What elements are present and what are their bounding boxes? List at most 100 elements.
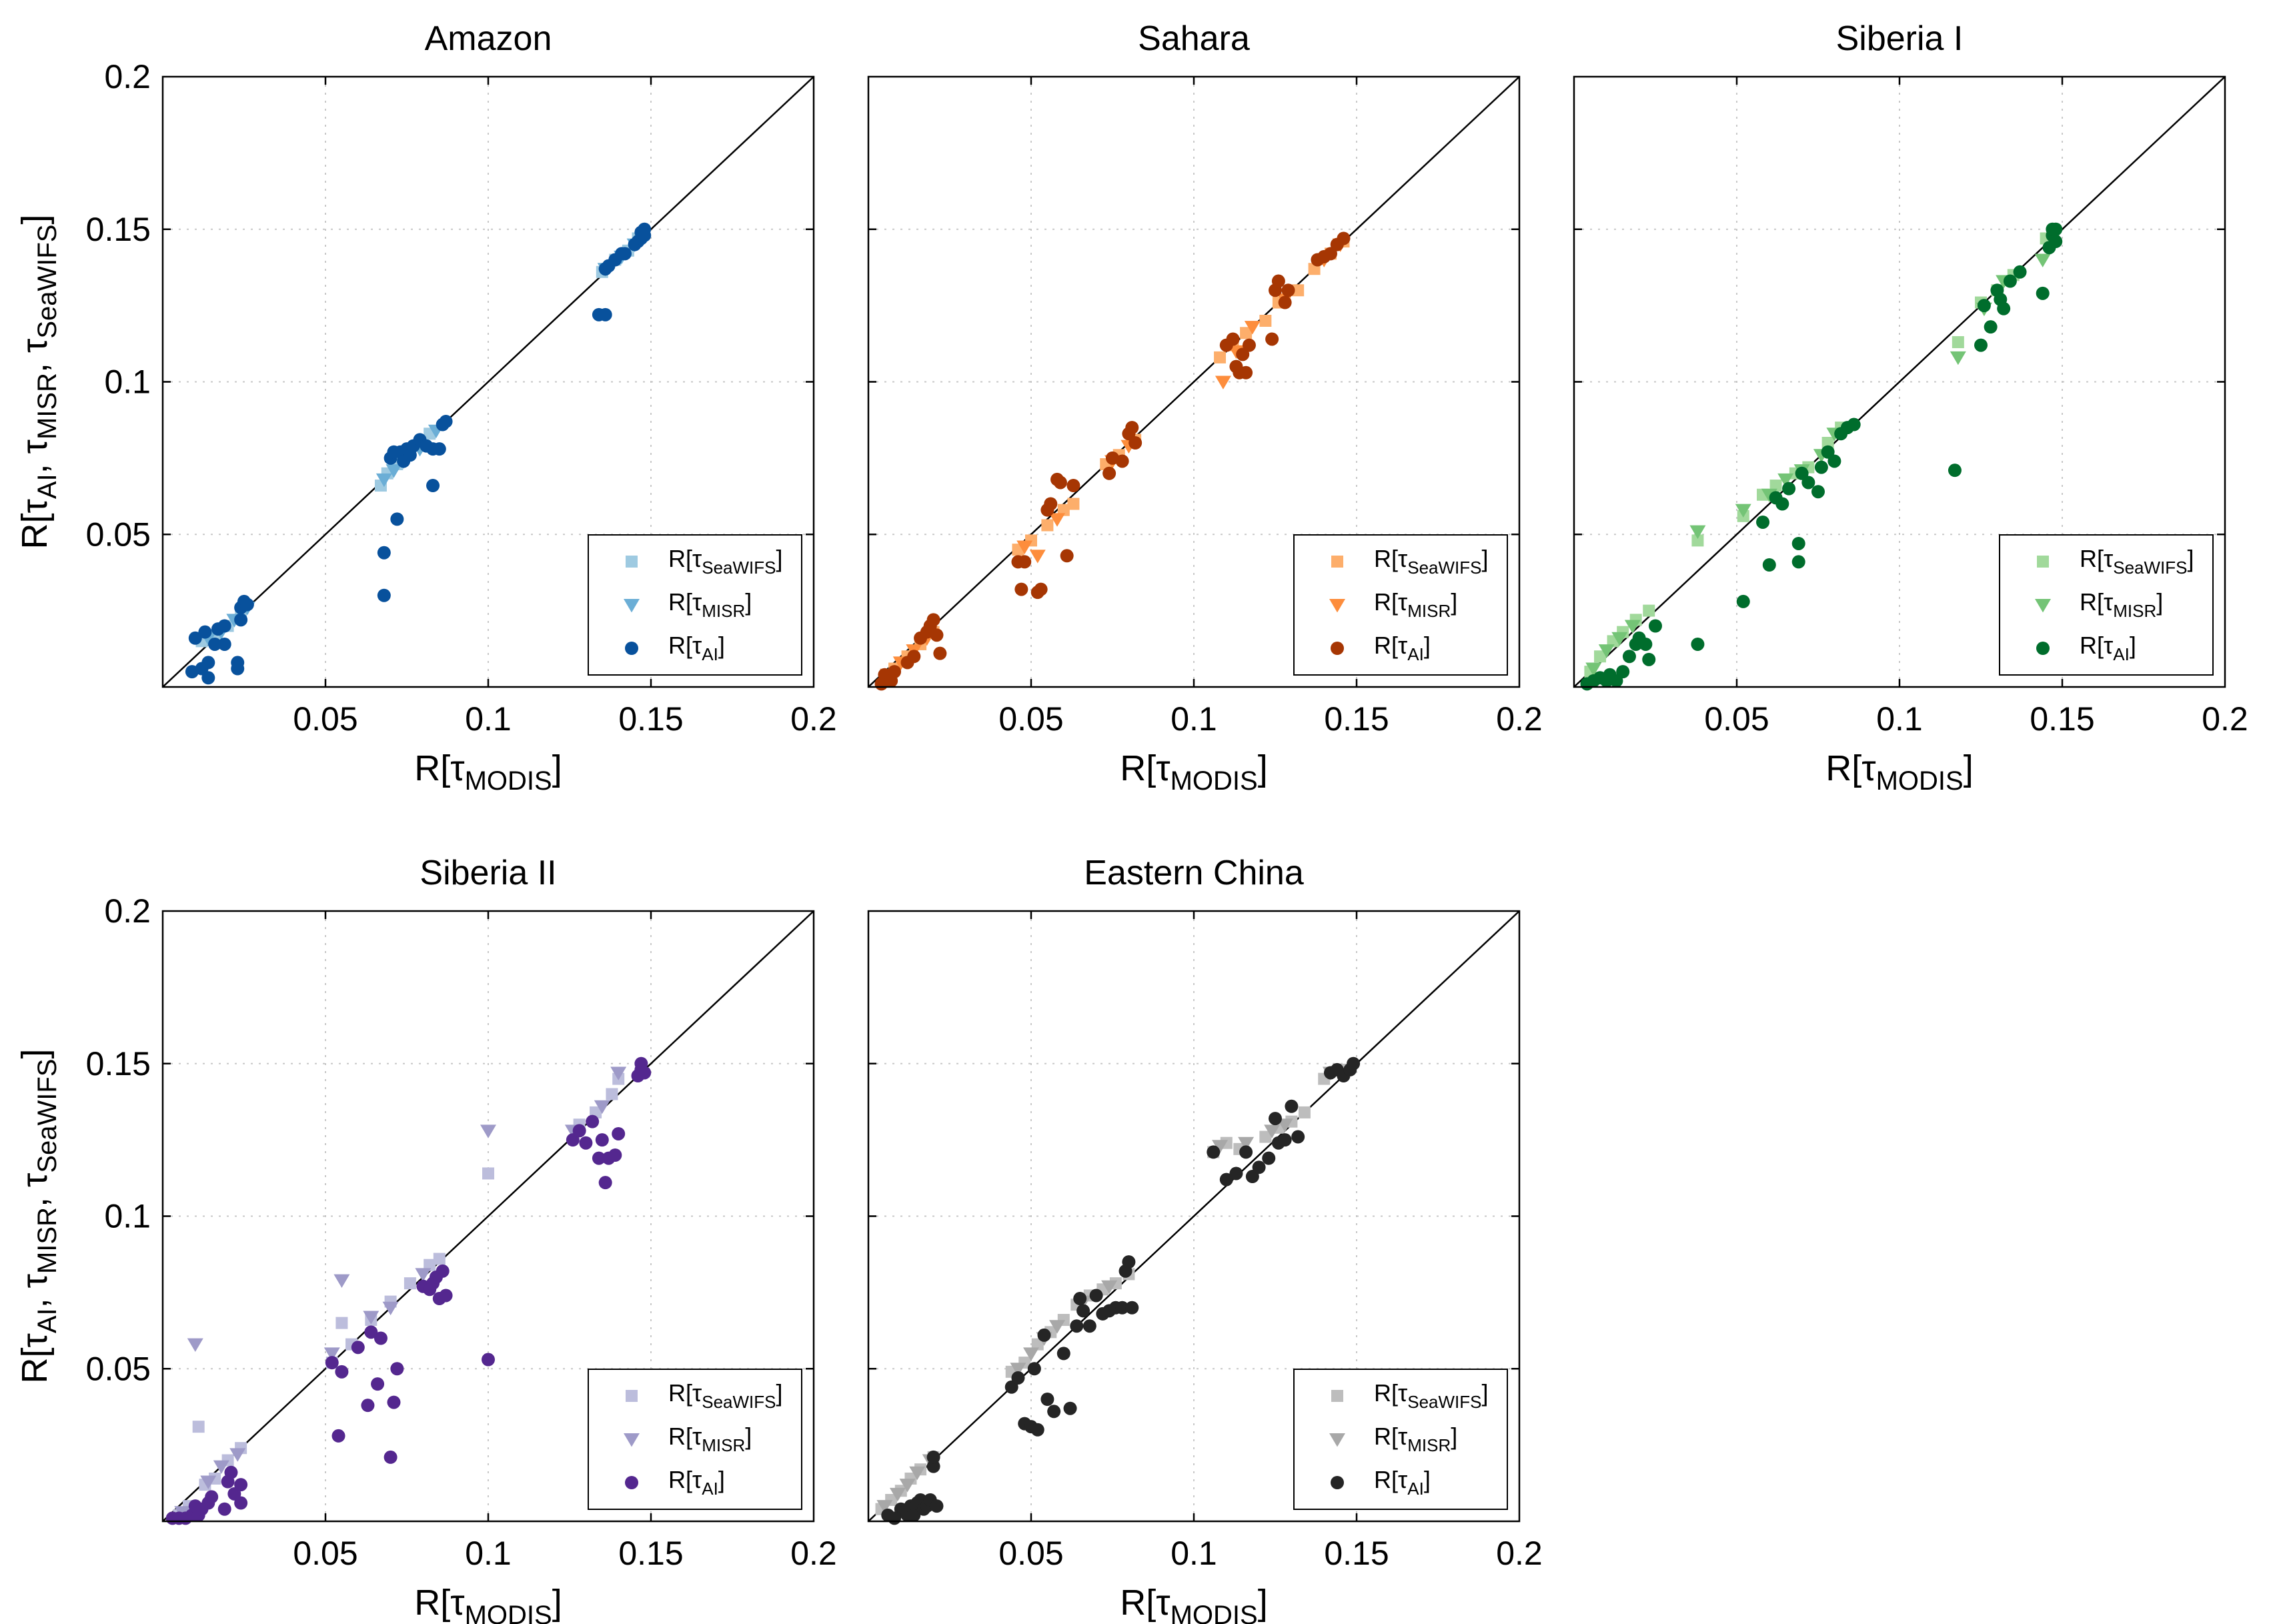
x-tick-label: 0.2 xyxy=(790,700,837,738)
data-point xyxy=(926,1450,940,1464)
data-point xyxy=(1691,637,1705,651)
data-point xyxy=(1265,332,1279,346)
data-point xyxy=(1264,1124,1281,1138)
data-point xyxy=(1762,558,1776,572)
x-tick-label: 0.1 xyxy=(1171,1535,1217,1572)
data-point xyxy=(1049,513,1066,527)
data-point xyxy=(1950,351,1966,365)
data-point xyxy=(907,1508,921,1522)
x-tick-label: 0.15 xyxy=(1324,700,1389,738)
data-point xyxy=(386,464,402,478)
legend-entry: R[τAI] xyxy=(2080,632,2136,664)
data-point xyxy=(1229,1166,1243,1180)
legend-marker xyxy=(1329,599,1345,613)
y-tick-label: 0.15 xyxy=(86,211,151,248)
data-point xyxy=(1271,274,1285,288)
data-point xyxy=(361,1399,375,1413)
data-point xyxy=(638,1066,652,1080)
series-circle xyxy=(874,231,1351,691)
legend-entry: R[τAI] xyxy=(1374,1466,1431,1499)
data-point xyxy=(1259,1130,1272,1143)
data-point xyxy=(1128,436,1143,450)
data-point xyxy=(1089,1289,1103,1303)
legend-marker xyxy=(1331,1390,1343,1402)
data-point xyxy=(363,1311,380,1325)
data-point xyxy=(572,1124,586,1138)
data-point xyxy=(331,1429,345,1443)
data-point xyxy=(187,1338,203,1353)
one-to-one-line xyxy=(162,76,814,688)
data-point xyxy=(586,1114,600,1128)
data-point xyxy=(618,247,632,261)
data-point xyxy=(598,307,612,321)
legend-box xyxy=(588,534,802,676)
data-point xyxy=(909,1466,926,1481)
data-point xyxy=(1598,644,1615,658)
data-point xyxy=(377,546,391,560)
data-point xyxy=(201,656,215,670)
data-point xyxy=(1782,482,1796,496)
x-axis-label: R[τMODIS] xyxy=(1120,748,1267,796)
data-point xyxy=(1082,1319,1096,1333)
data-point xyxy=(2049,222,2063,236)
data-point xyxy=(1049,1320,1066,1334)
data-point xyxy=(2003,274,2017,288)
data-point xyxy=(217,619,231,633)
data-point xyxy=(1011,1371,1025,1385)
data-point xyxy=(1041,519,1054,532)
data-point xyxy=(234,1496,248,1510)
data-point xyxy=(1115,1301,1129,1315)
panel-1: 0.05 0.1 0.15 0.2 0.05 0.1 0.15 0.2 Amazon R[τMOD… xyxy=(15,19,837,796)
data-point xyxy=(1756,515,1770,529)
data-point xyxy=(1214,351,1227,363)
x-axis-label: R[τMODIS] xyxy=(1825,748,1973,796)
data-point xyxy=(1984,320,1998,334)
data-point xyxy=(1076,1304,1090,1318)
x-axis-label: R[τMODIS] xyxy=(1120,1583,1267,1624)
data-point xyxy=(2049,235,2063,249)
data-point xyxy=(208,637,222,651)
data-point xyxy=(1207,1145,1221,1159)
legend-entry: R[τAI] xyxy=(668,1466,725,1499)
data-point xyxy=(1622,650,1636,664)
data-point xyxy=(1122,1255,1136,1269)
data-point xyxy=(592,1151,606,1165)
data-point xyxy=(1040,1393,1054,1406)
legend-entry: R[τMISR] xyxy=(1374,1423,1457,1455)
x-tick-label: 0.05 xyxy=(293,700,357,738)
data-point xyxy=(1240,327,1253,339)
x-tick-label: 0.1 xyxy=(465,700,512,738)
data-point xyxy=(424,1259,436,1271)
data-point xyxy=(224,1465,238,1479)
panel-3: 0.05 0.1 0.15 0.2 Siberia I R[τMODIS] R[τSeaWI… xyxy=(1573,19,2248,796)
legend-entry: R[τMISR] xyxy=(1374,588,1457,621)
x-axis-label: R[τMODIS] xyxy=(414,1583,562,1624)
data-point xyxy=(1037,1328,1051,1342)
data-point xyxy=(889,1487,906,1502)
x-tick-label: 0.05 xyxy=(998,700,1063,738)
data-point xyxy=(432,442,446,456)
data-point xyxy=(598,1176,612,1190)
data-point xyxy=(595,1133,609,1147)
data-point xyxy=(1642,652,1656,666)
data-point xyxy=(1801,476,1815,490)
data-point xyxy=(1735,504,1751,518)
panel-4: 0.05 0.1 0.15 0.2 0.05 0.1 0.15 0.2 Siberia II R[… xyxy=(15,854,837,1624)
legend-marker xyxy=(1329,1433,1345,1447)
data-point xyxy=(1639,637,1653,651)
y-axis-label: R[τAI, τMISR, τSeaWIFS] xyxy=(15,215,62,550)
legend-entry: R[τMISR] xyxy=(2080,588,2163,621)
data-point xyxy=(240,598,254,612)
legend-entry: R[τSeaWIFS] xyxy=(1374,1379,1489,1412)
x-tick-label: 0.05 xyxy=(293,1535,357,1572)
data-point xyxy=(482,1167,494,1180)
x-tick-label: 0.1 xyxy=(465,1535,512,1572)
data-point xyxy=(335,1317,348,1329)
series-triangle xyxy=(174,1066,627,1520)
data-point xyxy=(876,1500,893,1514)
data-point xyxy=(606,1088,618,1100)
data-point xyxy=(364,1325,378,1339)
legend-marker xyxy=(1331,642,1344,655)
data-point xyxy=(1259,315,1272,327)
data-point xyxy=(1277,1118,1293,1132)
